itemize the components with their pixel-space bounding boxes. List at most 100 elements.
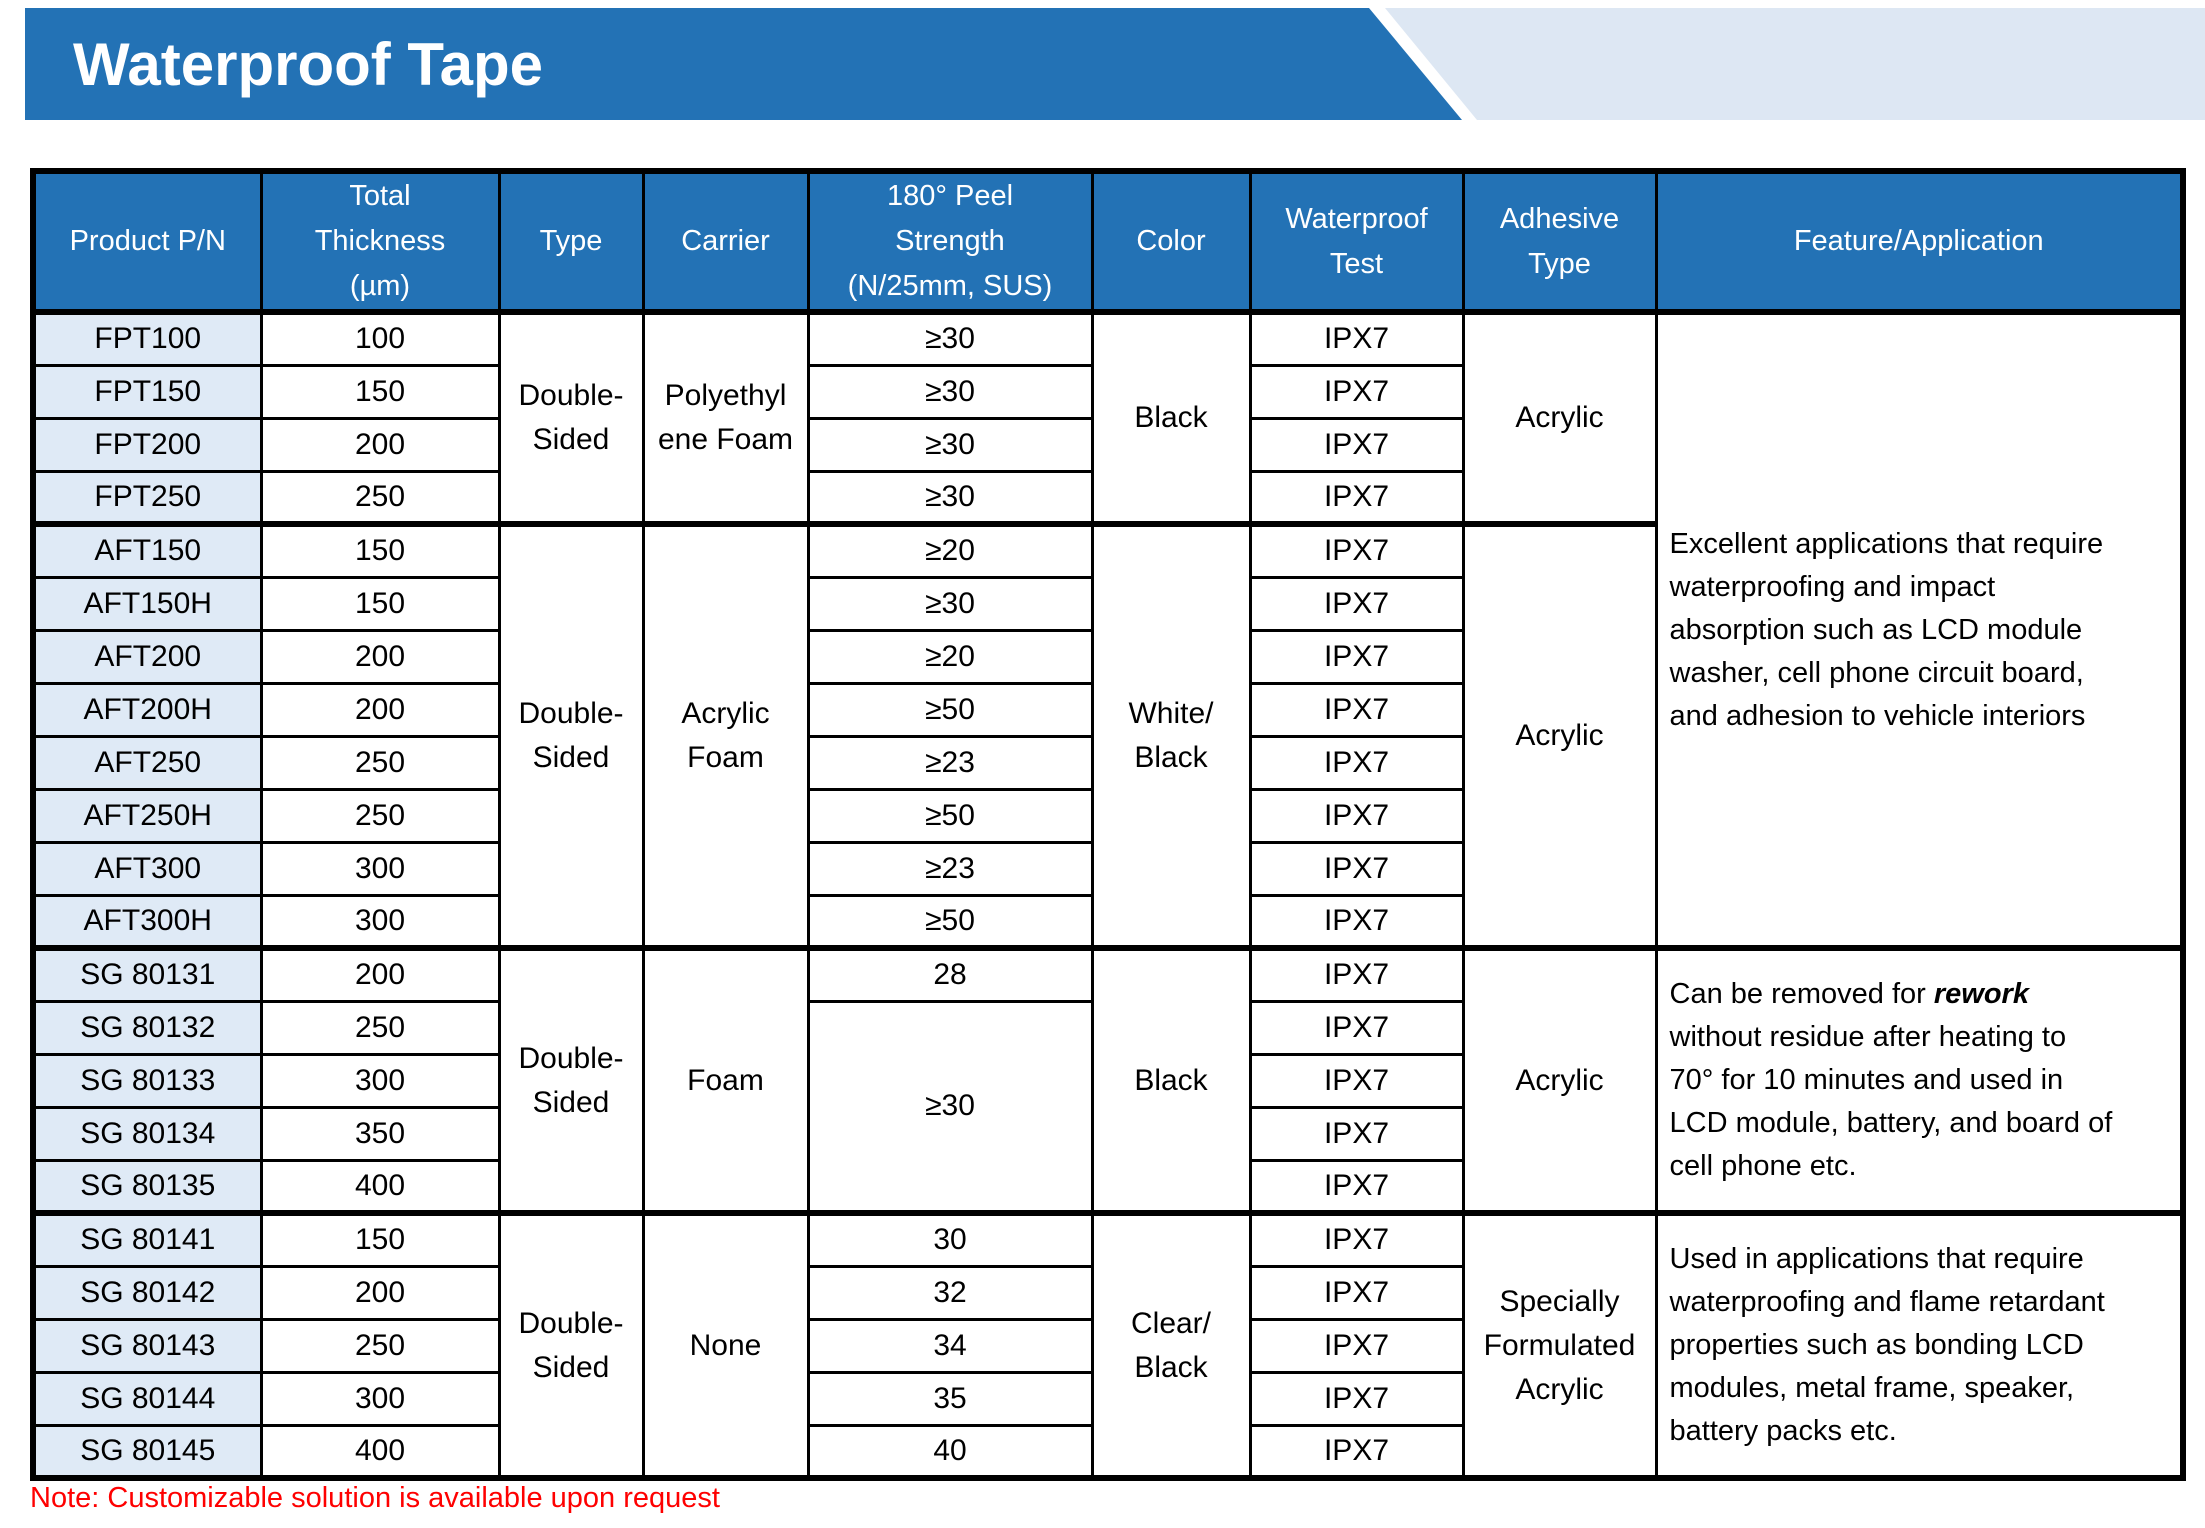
cell-waterproof-test: IPX7: [1248, 1052, 1465, 1109]
table-row: FPT150 150 ≥30 IPX7: [31, 363, 2183, 420]
cell-color: Black: [1090, 945, 1252, 1215]
cell-product-pn: SG 80141: [31, 1210, 263, 1268]
col-header-product-pn: Product P/N: [31, 169, 263, 315]
cell-thickness: 200: [259, 416, 501, 473]
table-row: AFT300 300 ≥23 IPX7: [31, 840, 2183, 897]
feature-rework-emphasis: rework: [1933, 978, 2029, 1010]
cell-carrier: None: [641, 1210, 810, 1480]
cell-thickness: 400: [259, 1158, 501, 1215]
cell-peel-strength: ≥20: [806, 521, 1094, 579]
col-header-type: Type: [497, 169, 645, 315]
cell-waterproof-test: IPX7: [1248, 521, 1465, 579]
cell-waterproof-test: IPX7: [1248, 893, 1465, 950]
col-header-color: Color: [1090, 169, 1252, 315]
col-header-thickness: Total Thickness (µm): [259, 169, 501, 315]
feature-text: without residue after heating to 70° for…: [1669, 1021, 2113, 1182]
cell-product-pn: AFT200H: [31, 681, 263, 738]
cell-feature: Used in applications that require waterp…: [1654, 1210, 2185, 1480]
cell-thickness: 300: [259, 893, 501, 950]
table-row: SG 80133 300 IPX7: [31, 1052, 2183, 1109]
table-row: FPT200 200 ≥30 IPX7: [31, 416, 2183, 473]
cell-adhesive-type: Acrylic: [1461, 945, 1658, 1215]
page-title: Waterproof Tape: [73, 30, 544, 98]
cell-product-pn: FPT150: [31, 363, 263, 420]
cell-peel-strength: ≥30: [806, 469, 1094, 526]
table-row: AFT200 200 ≥20 IPX7: [31, 628, 2183, 685]
header-row: Product P/N Total Thickness (µm) Type Ca…: [31, 169, 2185, 315]
cell-feature: Can be removed for rework without residu…: [1654, 945, 2185, 1215]
col-header-carrier: Carrier: [641, 169, 810, 315]
note-text: Note: Customizable solution is available…: [30, 1482, 720, 1514]
cell-thickness: 250: [259, 1317, 501, 1374]
cell-peel-strength: ≥30: [806, 309, 1094, 367]
cell-waterproof-test: IPX7: [1248, 945, 1465, 1003]
cell-peel-strength: ≥30: [806, 999, 1094, 1215]
table-row: FPT250 250 ≥30 IPX7: [31, 469, 2183, 526]
table-row: AFT150H 150 ≥30 IPX7: [31, 575, 2183, 632]
table-row: AFT250 250 ≥23 IPX7: [31, 734, 2183, 791]
cell-peel-strength: ≥30: [806, 575, 1094, 632]
cell-peel-strength: ≥20: [806, 628, 1094, 685]
cell-waterproof-test: IPX7: [1248, 1264, 1465, 1321]
cell-thickness: 300: [259, 1052, 501, 1109]
cell-product-pn: AFT300: [31, 840, 263, 897]
cell-waterproof-test: IPX7: [1248, 840, 1465, 897]
cell-peel-strength: ≥23: [806, 734, 1094, 791]
cell-product-pn: SG 80144: [31, 1370, 263, 1427]
cell-waterproof-test: IPX7: [1248, 787, 1465, 844]
cell-thickness: 300: [259, 840, 501, 897]
cell-product-pn: FPT200: [31, 416, 263, 473]
cell-waterproof-test: IPX7: [1248, 363, 1465, 420]
table-row: SG 80144 300 35 IPX7: [31, 1370, 2183, 1427]
table-row: AFT150 150 Double- Sided Acrylic Foam ≥2…: [31, 521, 2183, 950]
cell-waterproof-test: IPX7: [1248, 469, 1465, 526]
cell-waterproof-test: IPX7: [1248, 999, 1465, 1056]
cell-type: Double- Sided: [497, 945, 645, 1215]
cell-carrier: Polyethyl ene Foam: [641, 309, 810, 526]
table-row: SG 80142 200 32 IPX7: [31, 1264, 2183, 1321]
cell-feature: Excellent applications that require wate…: [1654, 309, 2185, 950]
cell-waterproof-test: IPX7: [1248, 681, 1465, 738]
cell-type: Double- Sided: [497, 309, 645, 526]
cell-peel-strength: ≥30: [806, 416, 1094, 473]
cell-color: White/ Black: [1090, 521, 1252, 950]
cell-product-pn: AFT200: [31, 628, 263, 685]
cell-waterproof-test: IPX7: [1248, 309, 1465, 367]
cell-waterproof-test: IPX7: [1248, 416, 1465, 473]
col-header-adhesive-type: Adhesive Type: [1461, 169, 1658, 315]
cell-adhesive-type: Specially Formulated Acrylic: [1461, 1210, 1658, 1480]
cell-thickness: 200: [259, 628, 501, 685]
cell-thickness: 300: [259, 1370, 501, 1427]
cell-product-pn: SG 80133: [31, 1052, 263, 1109]
cell-waterproof-test: IPX7: [1248, 575, 1465, 632]
cell-waterproof-test: IPX7: [1248, 628, 1465, 685]
cell-product-pn: FPT250: [31, 469, 263, 526]
table-row: SG 80132 250 ≥30 IPX7: [31, 999, 2183, 1215]
cell-peel-strength: ≥50: [806, 681, 1094, 738]
cell-thickness: 400: [259, 1423, 501, 1480]
table-row: SG 80131 200 Double- Sided Foam 28 Black…: [31, 945, 2185, 1215]
col-header-waterproof-test: Waterproof Test: [1248, 169, 1465, 315]
cell-peel-strength: 32: [806, 1264, 1094, 1321]
cell-product-pn: AFT300H: [31, 893, 263, 950]
table-row: AFT250H 250 ≥50 IPX7: [31, 787, 2183, 844]
cell-product-pn: SG 80145: [31, 1423, 263, 1480]
table-row: SG 80134 350 IPX7: [31, 1105, 2183, 1162]
cell-product-pn: SG 80135: [31, 1158, 263, 1215]
cell-thickness: 200: [259, 945, 501, 1003]
cell-waterproof-test: IPX7: [1248, 1423, 1465, 1480]
cell-waterproof-test: IPX7: [1248, 1158, 1465, 1215]
cell-waterproof-test: IPX7: [1248, 1370, 1465, 1427]
cell-thickness: 150: [259, 575, 501, 632]
table-row: AFT300H 300 ≥50 IPX7: [31, 893, 2183, 950]
cell-thickness: 350: [259, 1105, 501, 1162]
cell-thickness: 150: [259, 1210, 501, 1268]
cell-thickness: 250: [259, 469, 501, 526]
cell-carrier: Foam: [641, 945, 810, 1215]
cell-product-pn: AFT150: [31, 521, 263, 579]
cell-thickness: 200: [259, 1264, 501, 1321]
cell-product-pn: SG 80131: [31, 945, 263, 1003]
cell-peel-strength: 28: [806, 945, 1094, 1003]
cell-waterproof-test: IPX7: [1248, 734, 1465, 791]
